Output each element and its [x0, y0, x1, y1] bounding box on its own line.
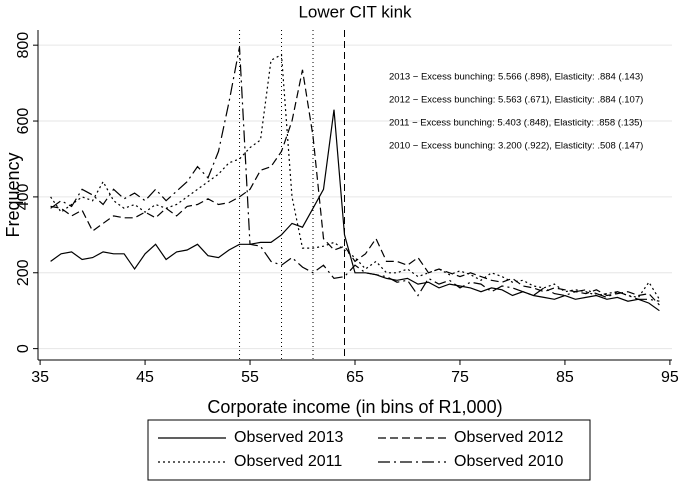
y-tick-label: 0	[15, 344, 32, 353]
y-axis-label: Frequency	[3, 152, 23, 237]
series-line	[50, 109, 660, 312]
x-tick-label: 35	[31, 369, 49, 386]
annotation: 2011 − Excess bunching: 5.403 (.848), El…	[389, 118, 643, 129]
y-tick-label: 600	[15, 108, 32, 135]
x-tick-label: 45	[136, 369, 154, 386]
y-tick-label: 800	[15, 32, 32, 59]
chart-title: Lower CIT kink	[298, 2, 412, 21]
series-line	[50, 69, 660, 306]
annotation: 2012 − Excess bunching: 5.563 (.671), El…	[389, 95, 643, 106]
series-line	[50, 46, 660, 302]
annotation: 2010 − Excess bunching: 3.200 (.922), El…	[389, 141, 643, 152]
y-tick-label: 400	[15, 183, 32, 210]
y-tick-label: 200	[15, 259, 32, 286]
x-tick-label: 75	[451, 369, 469, 386]
legend-label: Observed 2012	[454, 429, 564, 446]
legend-label: Observed 2011	[234, 453, 342, 470]
series-line	[50, 53, 660, 300]
x-tick-label: 55	[241, 369, 259, 386]
annotation: 2013 − Excess bunching: 5.566 (.898), El…	[389, 72, 643, 83]
x-tick-label: 65	[346, 369, 364, 386]
legend-label: Observed 2010	[454, 453, 564, 470]
legend-box	[147, 419, 591, 481]
x-tick-label: 85	[556, 369, 574, 386]
x-axis-label: Corporate income (in bins of R1,000)	[207, 397, 502, 417]
legend-label: Observed 2013	[234, 429, 344, 446]
x-tick-label: 95	[661, 369, 679, 386]
